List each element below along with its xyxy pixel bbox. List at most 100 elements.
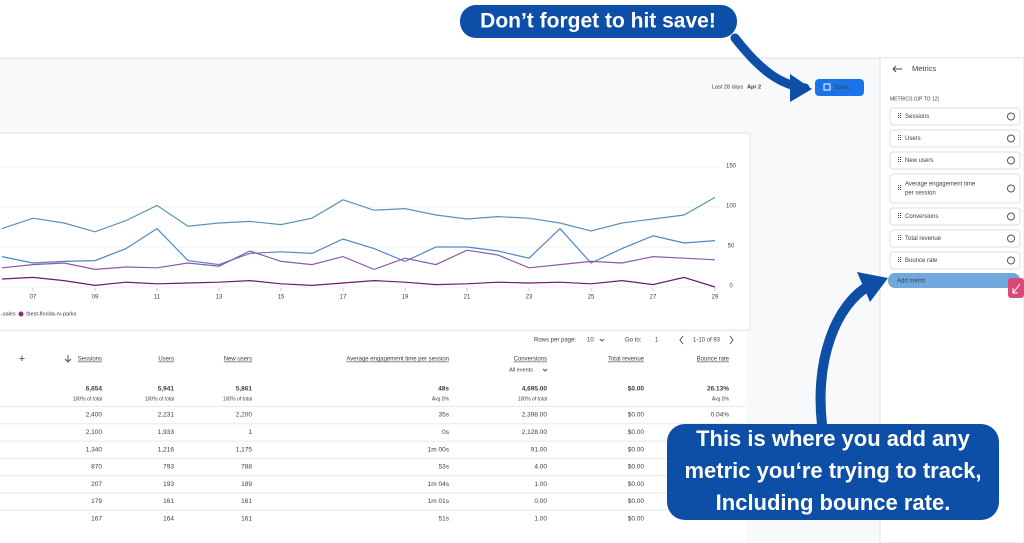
remove-icon[interactable] xyxy=(1007,134,1015,143)
callout-text: Don’t forget to hit save! xyxy=(480,10,716,33)
total: $0.00 xyxy=(628,386,645,393)
metric-chip xyxy=(889,107,1021,126)
total-sub: Avg 0% xyxy=(432,396,450,402)
cell: 788 xyxy=(241,464,252,471)
x-tick-label: 23 xyxy=(526,295,533,301)
edit-glyph xyxy=(1012,283,1021,294)
metric-chip xyxy=(889,173,1021,204)
callout-bottom xyxy=(667,424,999,520)
total-sub: 100% of total xyxy=(73,396,102,402)
column-header: Bounce rate xyxy=(697,357,730,363)
cell: 161 xyxy=(241,516,252,523)
cell: $0.00 xyxy=(628,498,645,505)
back-arrow[interactable] xyxy=(892,65,902,73)
callout-text: This is where you add any xyxy=(696,426,971,451)
drag-handle: ⠿ xyxy=(897,134,902,142)
callout-text: Including bounce rate. xyxy=(716,490,951,515)
cell: 1m 04s xyxy=(428,481,450,488)
cell: 0s xyxy=(442,429,450,436)
cell: 1m 00s xyxy=(428,446,450,453)
cell: 193 xyxy=(163,481,174,488)
cell: 179 xyxy=(91,498,102,505)
drag-handle: ⠿ xyxy=(897,184,902,192)
cell: 189 xyxy=(241,481,252,488)
metric-chip xyxy=(889,151,1021,170)
cell: 1,216 xyxy=(158,446,175,453)
total-sub: 100% of total xyxy=(518,396,547,402)
remove-icon[interactable] xyxy=(1007,256,1015,265)
remove-icon[interactable] xyxy=(1007,234,1015,243)
y-tick-label: 100 xyxy=(726,204,737,210)
cell: 2,200 xyxy=(236,412,253,419)
metric-name: Users xyxy=(905,136,921,142)
add-dimension[interactable]: + xyxy=(19,353,25,365)
sort-arrow xyxy=(64,355,72,363)
dropdown[interactable] xyxy=(599,338,605,342)
cell: $0.00 xyxy=(628,481,645,488)
filter: All events xyxy=(509,367,533,373)
cell: 35s xyxy=(439,412,450,419)
legend-label: /best-florida-rv-parks xyxy=(26,311,77,317)
total-sub: Avg 0% xyxy=(712,396,730,402)
drag-handle: ⠿ xyxy=(897,112,902,120)
callout-top xyxy=(460,5,737,38)
edit-icon[interactable] xyxy=(1008,278,1024,298)
cell: 1,175 xyxy=(236,446,253,453)
cell: 2,231 xyxy=(158,412,175,419)
y-tick-label: 150 xyxy=(726,164,737,170)
add-metric-button[interactable] xyxy=(888,273,1020,288)
metric-name: New users xyxy=(905,158,933,164)
cell: 1 xyxy=(248,429,252,436)
cell: 51s xyxy=(439,516,450,523)
label: 1 xyxy=(655,338,659,344)
x-tick-label: 19 xyxy=(402,295,409,301)
total: 5,861 xyxy=(236,386,253,393)
series-line xyxy=(1,249,716,271)
total: 5,941 xyxy=(158,386,175,393)
drag-handle: ⠿ xyxy=(897,212,902,220)
column-header: Total revenue xyxy=(608,357,645,363)
cell: $0.00 xyxy=(628,516,645,523)
metric-chip xyxy=(889,251,1021,270)
metric-name: Conversions xyxy=(905,214,938,220)
remove-icon[interactable] xyxy=(1007,184,1015,193)
cell: 0.04% xyxy=(711,412,730,419)
total: 4,695.00 xyxy=(522,386,548,393)
cell: 53s xyxy=(439,464,450,471)
total: 6,654 xyxy=(86,386,103,393)
cell: 1,340 xyxy=(86,446,103,453)
cell: 2,400 xyxy=(86,412,103,419)
save-button[interactable] xyxy=(815,79,864,96)
x-tick-label: 21 xyxy=(464,295,471,301)
remove-icon[interactable] xyxy=(1007,156,1015,165)
cell: 167 xyxy=(91,516,102,523)
panel-title: Metrics xyxy=(912,64,936,73)
remove-icon[interactable] xyxy=(1007,112,1015,121)
legend-label: -sales xyxy=(1,311,16,317)
cell: 870 xyxy=(91,464,102,471)
y-tick-label: 50 xyxy=(728,244,735,250)
metric-name: Total revenue xyxy=(905,236,942,242)
save-label: Save... xyxy=(834,85,853,91)
x-tick-label: 15 xyxy=(278,295,285,301)
cell: 1.00 xyxy=(534,481,547,488)
cell: 2,100 xyxy=(86,429,103,436)
column-header: Conversions xyxy=(514,357,547,363)
page-arrows[interactable] xyxy=(679,335,734,345)
x-tick-label: 17 xyxy=(340,295,347,301)
legend-dot xyxy=(18,311,24,317)
metric-chip xyxy=(889,229,1021,248)
cell: 207 xyxy=(91,481,102,488)
remove-icon[interactable] xyxy=(1007,212,1015,221)
drag-handle: ⠿ xyxy=(897,234,902,242)
x-tick-label: 29 xyxy=(712,295,719,301)
label: 1-10 of 93 xyxy=(693,338,721,344)
cell: 1m 01s xyxy=(428,498,450,505)
label: Last 28 days xyxy=(712,84,743,90)
x-tick-label: 13 xyxy=(216,295,223,301)
column-header: New users xyxy=(224,357,252,363)
y-tick-label: 0 xyxy=(729,284,733,290)
total: 26.13% xyxy=(707,386,729,393)
column-header: Users xyxy=(158,357,174,363)
